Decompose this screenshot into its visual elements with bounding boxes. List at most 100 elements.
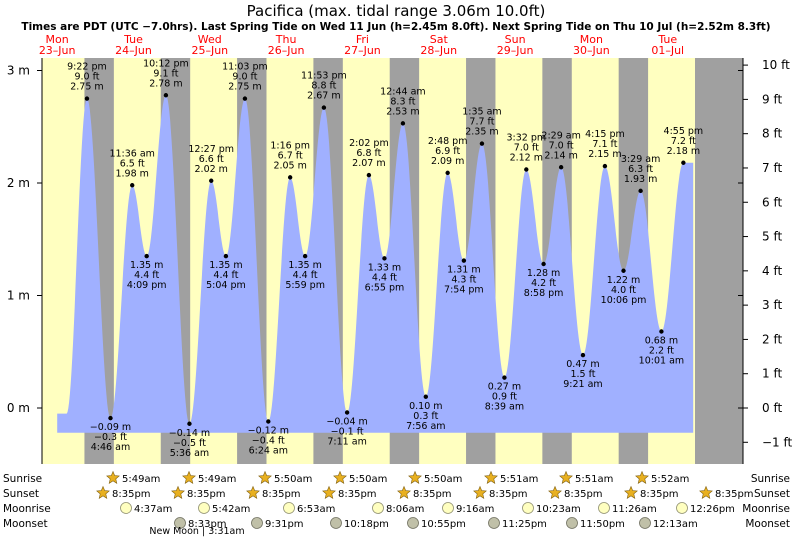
high-tide-label: 2.75 m <box>228 82 261 93</box>
tide-point <box>400 121 406 126</box>
low-tide-label: 1.35 m <box>209 260 242 271</box>
low-tide-label: 4.0 ft <box>611 285 636 296</box>
tide-point <box>344 410 350 415</box>
moonset-icon <box>330 517 342 529</box>
low-tide-label: 4:09 pm <box>127 280 167 291</box>
axes: 3 m 2 m 1 m 0 m 10 ft 9 ft 8 ft 7 ft 6 ft 5 ft 4 f… <box>7 58 793 464</box>
low-tide-label: 6:24 am <box>249 446 288 457</box>
tide-point <box>580 352 586 358</box>
moonrise-time: 9:16am <box>456 504 494 515</box>
day-name: Wed <box>198 33 222 46</box>
low-tide-label: 2.2 ft <box>649 346 674 357</box>
moonset-time: 11:50pm <box>580 519 625 530</box>
moonrise-icon <box>598 502 610 514</box>
high-tide-label: 2.02 m <box>195 164 228 175</box>
high-tide-label: 1:35 am <box>462 107 501 118</box>
tide-point <box>242 96 248 101</box>
day-date: 23–Jun <box>39 44 76 57</box>
sun-icon <box>322 485 336 499</box>
y-right-tick-label: 5 ft <box>762 230 782 244</box>
tide-point <box>108 415 113 421</box>
moonset-icon <box>251 517 263 529</box>
astro-row-label-left: Moonset <box>3 518 48 530</box>
y-right-tick-label: 7 ft <box>762 161 782 175</box>
moonset-time: 11:25pm <box>502 519 547 530</box>
astro-row-label-right: Moonrise <box>742 503 790 515</box>
moonset-time: 12:13am <box>653 519 698 530</box>
tide-point <box>541 261 546 267</box>
tide-point <box>479 141 485 146</box>
day-name: Tue <box>123 33 143 46</box>
tide-area <box>57 95 694 433</box>
y-left-tick-label: 3 m <box>7 64 30 78</box>
astro-row-label-right: Moonset <box>745 518 790 530</box>
moonrise-time: 5:42am <box>212 504 250 515</box>
high-tide-label: 2.15 m <box>588 149 621 160</box>
astro-row-label-left: Sunset <box>3 488 39 500</box>
y-right-tick-label: 8 ft <box>762 127 782 141</box>
low-tide-label: 5:04 pm <box>206 280 246 291</box>
high-tide-label: 6.5 ft <box>120 158 145 169</box>
low-tide-label: 1.5 ft <box>570 369 595 380</box>
day-date: 29–Jun <box>497 44 534 57</box>
tide-point <box>223 253 229 259</box>
high-tide-label: 9.0 ft <box>74 72 99 83</box>
high-tide-label: 6.9 ft <box>435 146 460 157</box>
high-tide-label: 2.67 m <box>307 91 340 102</box>
sunrise-time: 5:50am <box>349 474 387 485</box>
y-right-tick-label: 6 ft <box>762 195 782 209</box>
sunset-time: 8:35pm <box>262 489 301 500</box>
y-left-tick-label: 0 m <box>7 401 30 415</box>
y-right-tick-label: 9 ft <box>762 92 782 106</box>
sunrise-time: 5:50am <box>424 474 462 485</box>
high-tide-label: 7.1 ft <box>592 139 617 150</box>
low-tide-label: −0.14 m <box>169 428 210 439</box>
high-tide-label: 3:29 am <box>621 154 660 165</box>
high-tide-label: 10:12 pm <box>143 58 189 69</box>
day-date: 28–Jun <box>420 44 457 57</box>
day-date: 01–Jul <box>651 44 684 57</box>
tide-point <box>163 93 169 98</box>
moonset-time: 9:31pm <box>265 519 304 530</box>
moonrise-time: 12:26pm <box>690 504 735 515</box>
tide-points: 9:22 pm9.0 ft2.75 m−0.09 m−0.3 ft4:46 am… <box>67 58 703 459</box>
low-tide-label: 5:59 pm <box>285 280 325 291</box>
low-tide-label: −0.12 m <box>248 426 289 437</box>
sun-icon <box>559 470 573 484</box>
low-tide-label: −0.1 ft <box>331 427 364 438</box>
day-date: 30–Jun <box>573 44 610 57</box>
moonrise-icon <box>676 502 688 514</box>
moonrise-icon <box>522 502 534 514</box>
y-right-tick-label: 1 ft <box>762 367 782 381</box>
high-tide-label: 2:29 am <box>541 130 580 141</box>
low-tide-label: 0.3 ft <box>413 411 438 422</box>
sunrise-time: 5:51am <box>575 474 613 485</box>
day-headers: Mon23–JunTue24–JunWed25–JunThu26–JunFri2… <box>39 33 684 57</box>
tide-point <box>366 172 372 178</box>
y-right-tick-label: 3 ft <box>762 298 782 312</box>
tide-point <box>321 105 327 110</box>
high-tide-label: 2.14 m <box>544 150 577 161</box>
high-tide-label: 6.8 ft <box>356 148 381 159</box>
low-tide-label: 4:46 am <box>91 442 130 453</box>
sun-icon <box>246 485 260 499</box>
low-tide-label: 0.10 m <box>409 401 442 412</box>
tide-point <box>621 268 626 273</box>
high-tide-label: 2:48 pm <box>428 136 468 147</box>
moonrise-icon <box>198 502 210 514</box>
sun-icon <box>473 485 487 499</box>
high-tide-label: 2.78 m <box>149 78 182 89</box>
tide-point <box>681 160 686 165</box>
high-tide-label: 7.0 ft <box>549 140 574 151</box>
sun-icon <box>484 470 498 484</box>
sun-icon <box>699 485 713 499</box>
moonset-icon <box>174 517 186 529</box>
sunset-time: 8:35pm <box>187 489 226 500</box>
day-name: Mon <box>46 33 69 46</box>
y-right-tick-label: 4 ft <box>762 264 782 278</box>
high-tide-label: 6.3 ft <box>628 164 653 175</box>
high-tide-label: 8.8 ft <box>311 81 336 92</box>
tide-point <box>602 163 608 169</box>
sunset-time: 8:35pm <box>413 489 452 500</box>
